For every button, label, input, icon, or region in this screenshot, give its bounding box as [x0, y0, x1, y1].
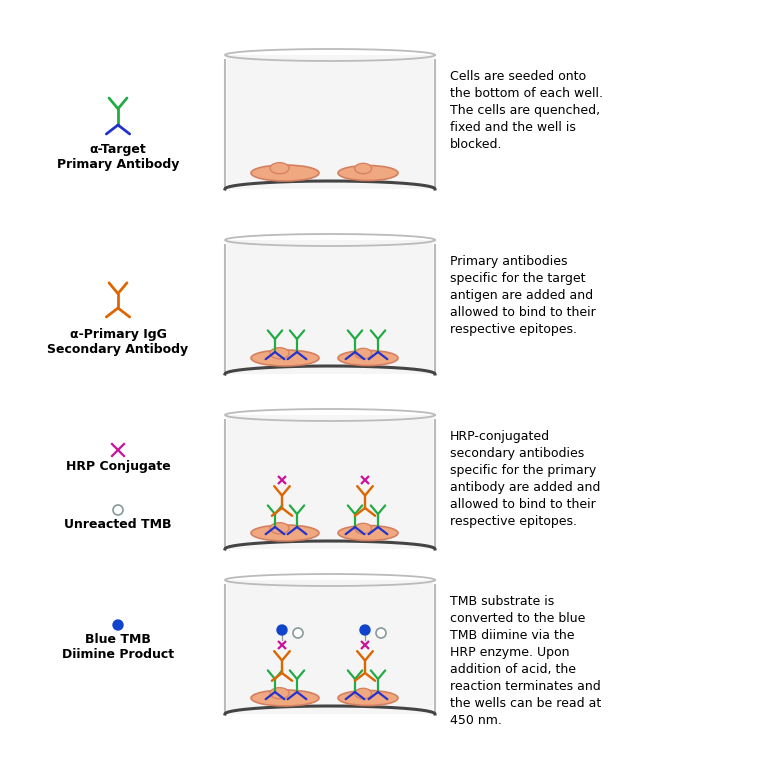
Ellipse shape [251, 165, 319, 181]
Text: α-Target
Primary Antibody: α-Target Primary Antibody [57, 143, 180, 171]
Ellipse shape [270, 523, 289, 534]
Polygon shape [227, 415, 433, 549]
Ellipse shape [354, 163, 371, 173]
Text: Primary antibodies
specific for the target
antigen are added and
allowed to bind: Primary antibodies specific for the targ… [450, 255, 596, 336]
Ellipse shape [270, 348, 289, 359]
Ellipse shape [354, 348, 371, 359]
Text: Blue TMB
Diimine Product: Blue TMB Diimine Product [62, 633, 174, 661]
Ellipse shape [354, 523, 371, 534]
Ellipse shape [338, 351, 398, 365]
Ellipse shape [338, 691, 398, 705]
Ellipse shape [354, 688, 371, 699]
Ellipse shape [376, 628, 386, 638]
Polygon shape [227, 55, 433, 189]
Ellipse shape [270, 163, 289, 173]
Ellipse shape [360, 625, 370, 635]
Ellipse shape [338, 166, 398, 180]
Text: Cells are seeded onto
the bottom of each well.
The cells are quenched,
fixed and: Cells are seeded onto the bottom of each… [450, 70, 603, 151]
Ellipse shape [113, 505, 123, 515]
Polygon shape [227, 415, 433, 549]
Text: TMB substrate is
converted to the blue
TMB diimine via the
HRP enzyme. Upon
addi: TMB substrate is converted to the blue T… [450, 595, 601, 727]
Polygon shape [227, 580, 433, 714]
Ellipse shape [270, 688, 289, 699]
Polygon shape [227, 55, 433, 189]
Text: HRP-conjugated
secondary antibodies
specific for the primary
antibody are added : HRP-conjugated secondary antibodies spec… [450, 430, 601, 528]
Polygon shape [227, 240, 433, 374]
Ellipse shape [251, 690, 319, 706]
Ellipse shape [113, 620, 123, 630]
Ellipse shape [277, 625, 287, 635]
Ellipse shape [293, 628, 303, 638]
Ellipse shape [251, 350, 319, 366]
Text: HRP Conjugate: HRP Conjugate [66, 460, 170, 473]
Text: Unreacted TMB: Unreacted TMB [64, 518, 172, 531]
Polygon shape [227, 240, 433, 374]
Polygon shape [227, 580, 433, 714]
Ellipse shape [251, 525, 319, 541]
Ellipse shape [338, 526, 398, 540]
Text: α-Primary IgG
Secondary Antibody: α-Primary IgG Secondary Antibody [47, 328, 189, 356]
